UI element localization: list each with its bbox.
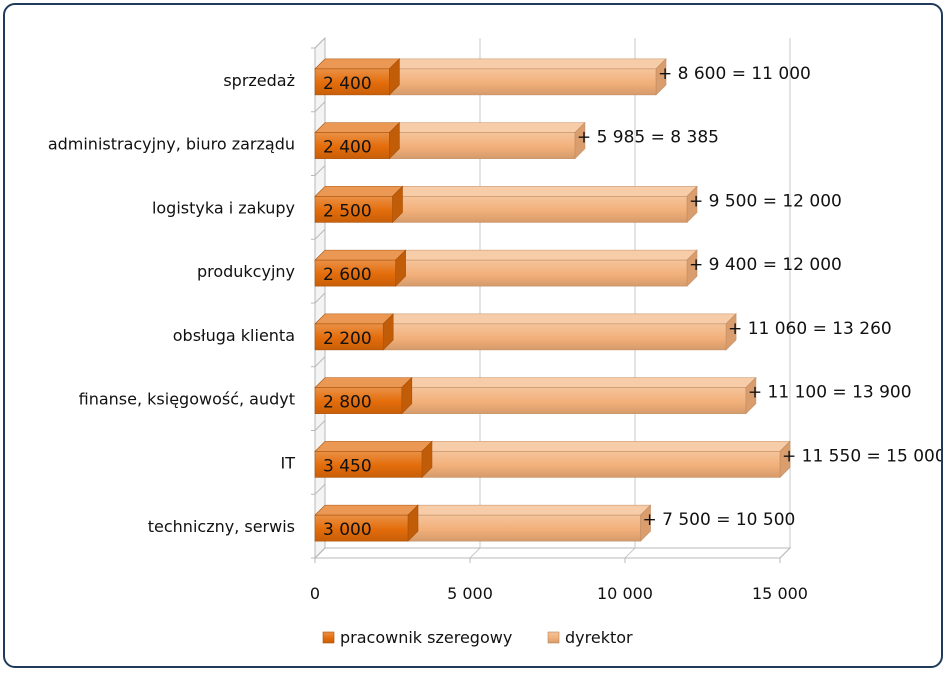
bar-dyrektor: [392, 196, 688, 223]
bar-dyrektor: [421, 451, 781, 478]
bar-top-pracownik: [314, 441, 433, 452]
bar-pracownik: [314, 132, 390, 159]
bar-dyrektor: [407, 514, 641, 542]
wall-line: [314, 101, 326, 113]
legend-swatch: [322, 631, 335, 644]
category-label: sprzedaż: [223, 71, 295, 90]
category-label: finanse, księgowość, audyt: [79, 390, 295, 409]
wall-line: [314, 165, 326, 176]
total-label: + 8 600 = 11 000: [658, 64, 811, 84]
bar-pracownik: [314, 196, 393, 223]
bar-dyrektor: [389, 132, 576, 159]
bar-top-pracownik: [314, 377, 413, 388]
total-label: + 9 500 = 12 000: [689, 191, 842, 211]
segment-label: 3 000: [323, 520, 372, 540]
chart-frame: 2 400 + 8 600 = 11 000 sprzedaż 2 400 + 5 98…: [3, 3, 943, 668]
bar-top-dyrektor: [407, 504, 652, 516]
bar-top-dyrektor: [388, 58, 667, 70]
bar-top-dyrektor: [382, 313, 737, 325]
bar-top-dyrektor: [401, 377, 757, 388]
segment-label: 2 400: [323, 74, 372, 94]
category-label: produkcyjny: [197, 262, 295, 281]
bar-top-dyrektor: [388, 122, 586, 133]
bar-top-pracownik: [314, 58, 401, 70]
bar-top-dyrektor: [394, 249, 698, 261]
bar-top-pracownik: [314, 504, 419, 516]
bar-top-pracownik: [314, 249, 407, 261]
bar-top-pracownik: [314, 313, 394, 325]
segment-label: 2 200: [323, 329, 372, 349]
segment-label: 2 800: [323, 393, 372, 413]
total-label: + 11 100 = 13 900: [748, 383, 912, 403]
bar-dyrektor: [389, 68, 657, 96]
total-label: + 9 400 = 12 000: [689, 255, 842, 275]
total-label: + 11 060 = 13 260: [728, 319, 892, 339]
segment-label: 2 400: [323, 138, 372, 158]
bar-pracownik: [314, 514, 409, 542]
legend-label: dyrektor: [565, 628, 633, 647]
bar-top-dyrektor: [391, 186, 698, 197]
bar-pracownik: [314, 451, 423, 478]
wall-line: [314, 356, 326, 368]
wall-line: [314, 292, 326, 304]
total-label: + 11 550 = 15 000: [782, 446, 943, 466]
floor: [313, 547, 792, 559]
bar-pracownik: [314, 259, 396, 287]
category-label: techniczny, serwis: [148, 517, 295, 536]
category-label: administracyjny, biuro zarządu: [48, 135, 295, 154]
bar-pracownik: [314, 68, 390, 96]
x-tick-label: 5 000: [447, 584, 493, 603]
bar-chart: 2 400 + 8 600 = 11 000 sprzedaż 2 400 + 5 98…: [48, 36, 943, 647]
wall-line: [314, 37, 326, 49]
category-label: obsługa klienta: [173, 326, 295, 345]
category-label: IT: [281, 453, 296, 472]
bar-dyrektor: [395, 259, 688, 287]
legend-swatch: [547, 631, 560, 644]
floor-gridline: [624, 547, 636, 559]
wall-line: [314, 483, 326, 495]
segment-label: 2 600: [323, 265, 372, 285]
x-tick-label: 15 000: [752, 584, 808, 603]
segment-label: 3 450: [323, 456, 372, 476]
x-tick-label: 10 000: [597, 584, 653, 603]
floor-gridline: [469, 547, 481, 559]
bar-top-pracownik: [314, 186, 404, 197]
bar-dyrektor: [401, 387, 747, 414]
total-label: + 5 985 = 8 385: [577, 128, 719, 148]
bar-dyrektor: [382, 323, 727, 351]
legend-label: pracownik szeregowy: [340, 628, 512, 647]
category-label: logistyka i zakupy: [152, 198, 295, 217]
bar-top-dyrektor: [421, 441, 791, 452]
bar-pracownik: [314, 323, 384, 351]
total-label: + 7 500 = 10 500: [643, 510, 796, 530]
segment-label: 2 500: [323, 201, 372, 221]
wall-line: [314, 420, 326, 431]
wall-line: [314, 228, 326, 240]
bar-pracownik: [314, 387, 403, 414]
x-tick-label: 0: [310, 584, 320, 603]
bar-top-pracownik: [314, 122, 401, 133]
